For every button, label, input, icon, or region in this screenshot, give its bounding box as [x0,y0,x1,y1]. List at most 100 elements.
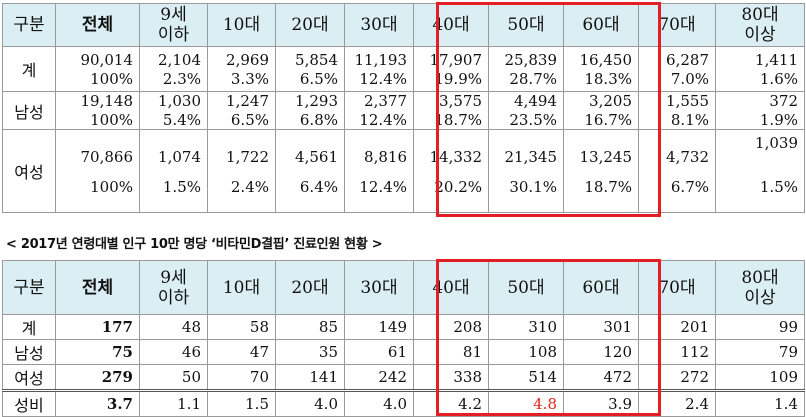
header-age-30s: 30대 [344,3,414,47]
data-cell: 6,287 7.0% [638,46,716,92]
count-value: 14,332 [429,148,483,166]
data-cell: 85 [275,314,345,340]
data-cell: 4.2 [413,389,489,417]
data-cell: 1,074 1.5% [139,129,208,213]
header-age-30s: 30대 [344,260,414,315]
share-value: 6.5% [230,111,269,129]
data-cell: 3,575 18.7% [413,91,489,130]
data-cell: 50 [139,364,208,391]
data-cell: 372 1.9% [715,91,805,130]
data-cell: 120 [563,339,639,365]
data-cell: 201 [638,314,716,340]
total-value: 75 [55,339,140,365]
count-value: 5,854 [295,50,338,69]
header-age-50s: 50대 [488,260,564,315]
data-cell: 16,450 18.3% [563,46,639,92]
count-value: 2,969 [226,50,269,69]
share-value: 100% [90,111,133,129]
row-label: 계 [2,314,56,340]
share-value: 19.9% [434,69,482,88]
share-value: 23.5% [509,111,557,129]
row-label: 남성 [2,91,56,130]
count-value: 3,575 [439,92,482,110]
data-cell: 1,293 6.8% [275,91,345,130]
data-cell: 2,377 12.4% [344,91,414,130]
share-value: 1.5% [759,178,798,196]
row-label: 여성 [2,129,56,213]
count-value: 4,494 [514,92,557,110]
count-value: 372 [769,92,798,110]
header-age-10s: 10대 [207,260,276,315]
share-value: 5.4% [162,111,201,129]
header-age-70s: 70대 [638,260,716,315]
row-label: 계 [2,46,56,92]
data-cell: 1,555 8.1% [638,91,716,130]
share-value: 20.2% [434,178,482,196]
data-cell: 310 [488,314,564,340]
data-cell: 301 [563,314,639,340]
share-value: 8.1% [670,111,709,129]
count-value: 21,345 [504,148,558,166]
data-cell: 4.0 [275,389,345,417]
highlighted-value: 4.8 [488,389,564,417]
header-age-80-plus-text: 80대 이상 [741,267,779,308]
share-value: 1.5% [162,178,201,196]
header-category: 구분 [2,3,56,47]
data-cell: 141 [275,364,345,391]
share-value: 3.3% [230,69,269,88]
patients-by-age-table: 구분 전체 9세 이하 10대 20대 30대 40대 50대 60대 70대 … [2,3,805,213]
header-age-70s: 70대 [638,3,716,47]
header-row: 구분 전체 9세 이하 10대 20대 30대 40대 50대 60대 70대 … [2,260,805,315]
header-row: 구분 전체 9세 이하 10대 20대 30대 40대 50대 60대 70대 … [2,3,805,47]
share-value: 1.9% [759,111,798,129]
header-age-50s: 50대 [488,3,564,47]
count-value: 2,377 [364,92,407,110]
data-cell: 112 [638,339,716,365]
share-value: 12.4% [359,69,407,88]
count-value: 1,039 [755,134,798,152]
count-value: 16,450 [579,50,633,69]
table-row: 계 177 48 58 85 149 208 310 301 201 99 [2,314,805,340]
data-cell: 149 [344,314,414,340]
data-cell: 1.1 [139,389,208,417]
share-value: 100% [90,178,133,196]
share-value: 18.7% [434,111,482,129]
share-value: 1.6% [759,69,798,88]
data-cell: 61 [344,339,414,365]
share-value: 7.0% [670,69,709,88]
data-cell: 108 [488,339,564,365]
total-value: 279 [55,364,140,391]
row-label: 성비 [2,389,56,417]
count-value: 1,293 [295,92,338,110]
data-cell: 338 [413,364,489,391]
share-value: 2.3% [162,69,201,88]
count-value: 90,014 [80,50,134,69]
data-cell: 2,969 3.3% [207,46,276,92]
header-age-80-plus: 80대 이상 [715,3,805,47]
share-value: 12.4% [359,111,407,129]
count-value: 1,247 [226,92,269,110]
data-cell: 4,561 6.4% [275,129,345,213]
header-age-under-9: 9세 이하 [139,260,208,315]
data-cell: 1,039 1.5% [715,129,805,213]
header-age-80-plus: 80대 이상 [715,260,805,315]
row-label: 남성 [2,339,56,365]
data-cell: 4.0 [344,389,414,417]
header-age-40s: 40대 [413,3,489,47]
data-cell: 35 [275,339,345,365]
header-age-60s: 60대 [563,260,639,315]
count-value: 25,839 [504,50,558,69]
data-cell: 2.4 [638,389,716,417]
count-value: 19,148 [80,92,134,110]
count-value: 70,866 [80,148,134,166]
data-cell: 11,193 12.4% [344,46,414,92]
table-row: 남성 75 46 47 35 61 81 108 120 112 79 [2,339,805,365]
share-value: 30.1% [509,178,557,196]
header-age-40s: 40대 [413,260,489,315]
share-value: 6.7% [670,178,709,196]
count-value: 17,907 [429,50,483,69]
header-age-60s: 60대 [563,3,639,47]
count-value: 4,561 [295,148,338,166]
share-value: 18.3% [584,69,632,88]
count-value: 4,732 [666,148,709,166]
